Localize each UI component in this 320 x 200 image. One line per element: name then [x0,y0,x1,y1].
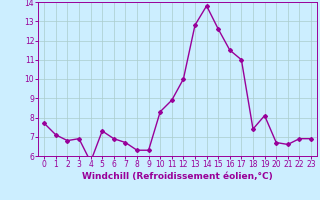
X-axis label: Windchill (Refroidissement éolien,°C): Windchill (Refroidissement éolien,°C) [82,172,273,181]
